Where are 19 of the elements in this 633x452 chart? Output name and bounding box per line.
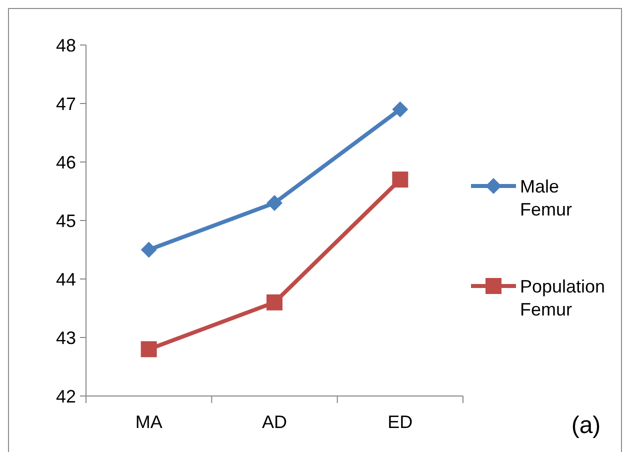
x-tick-label: ED [388, 412, 413, 432]
point [266, 194, 282, 211]
y-tick-label: 43 [56, 328, 76, 348]
legend-label: Male Femur [520, 176, 572, 220]
point [266, 294, 282, 310]
x-tick-label: MA [135, 412, 162, 432]
y-tick-label: 42 [56, 386, 76, 406]
legend-label: Population Femur [520, 276, 606, 320]
text: (a) [571, 412, 601, 439]
point [392, 172, 408, 188]
y-tick-label: 44 [56, 269, 76, 290]
y-tick-label: 46 [56, 152, 76, 172]
y-tick-label: 47 [56, 94, 76, 114]
y-tick-label: 45 [56, 210, 76, 231]
x-tick-label: AD [262, 412, 288, 432]
point [140, 242, 157, 258]
point [140, 341, 157, 358]
y-tick-label: 48 [56, 35, 76, 56]
point [392, 101, 408, 118]
